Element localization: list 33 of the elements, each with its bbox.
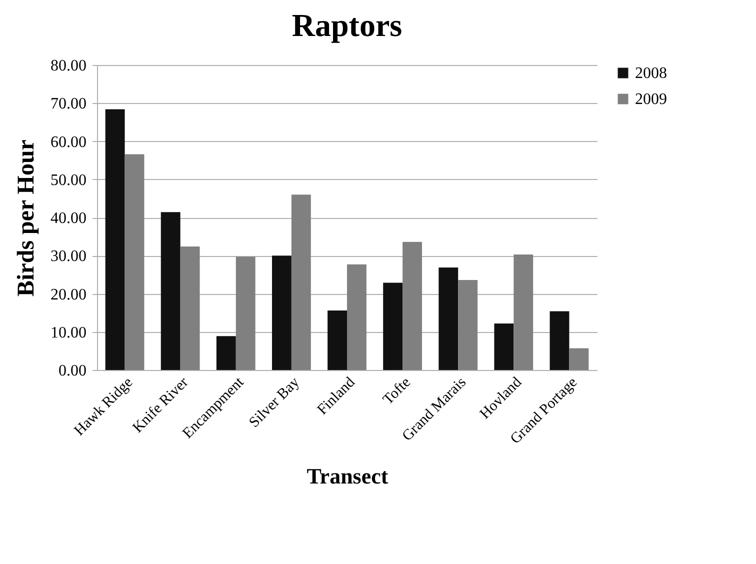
chart-title: Raptors: [292, 7, 402, 43]
y-tick-label: 30.00: [50, 248, 86, 266]
bar: [494, 323, 514, 370]
bar: [514, 254, 534, 370]
y-tick-label: 20.00: [50, 286, 86, 304]
bar: [328, 310, 347, 370]
y-tick-label: 40.00: [50, 210, 86, 227]
x-axis-title: Transect: [306, 464, 389, 489]
y-tick-label: 0.00: [58, 362, 86, 380]
bar: [291, 194, 311, 370]
x-tick-label: Tofte: [380, 374, 414, 408]
bar: [216, 336, 236, 370]
bar: [347, 264, 366, 370]
bar: [550, 311, 570, 370]
bar: [402, 242, 422, 370]
bar: [236, 256, 256, 370]
bar: [180, 246, 200, 370]
y-tick-label: 50.00: [50, 172, 86, 189]
y-tick-label: 10.00: [50, 324, 86, 342]
bar: [383, 282, 403, 370]
bar: [458, 280, 478, 370]
bar: [272, 256, 292, 370]
y-tick-label: 80.00: [50, 58, 86, 74]
bar: [124, 154, 144, 370]
y-tick-label: 60.00: [50, 134, 86, 151]
y-tick-label: 70.00: [50, 96, 86, 113]
bar: [160, 212, 180, 370]
y-axis-title: Birds per Hour: [14, 139, 40, 296]
legend-label: 2009: [635, 91, 667, 108]
bar: [438, 267, 458, 370]
legend-label: 2008: [635, 65, 667, 82]
bar: [105, 109, 125, 370]
bar: [569, 348, 589, 370]
